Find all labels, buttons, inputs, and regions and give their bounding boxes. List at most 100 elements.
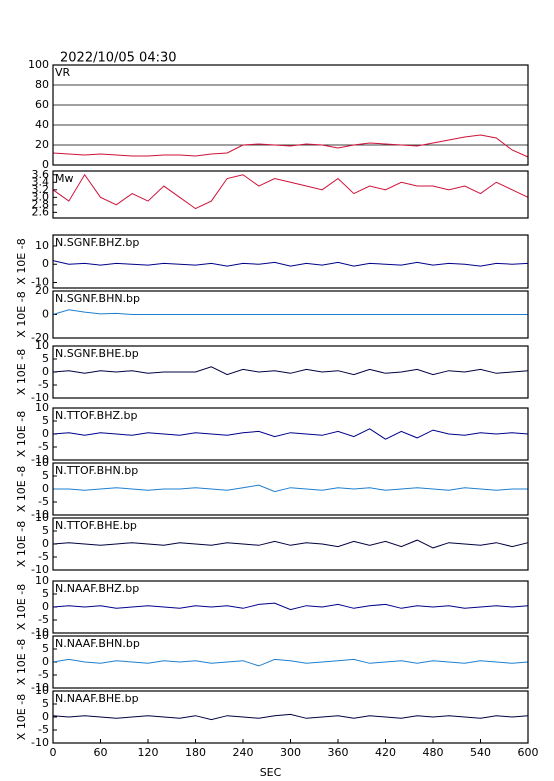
y-tick-label: 0 bbox=[42, 308, 49, 321]
panel-label: N.NAAF.BHE.bp bbox=[55, 692, 139, 705]
x-tick-label: 480 bbox=[423, 746, 444, 759]
y-tick-label: -5 bbox=[38, 723, 49, 736]
y-axis-label: X 10E -8 bbox=[15, 291, 28, 337]
y-tick-label: 0 bbox=[42, 427, 49, 440]
x-tick-label: 600 bbox=[518, 746, 539, 759]
y-tick-label: 20 bbox=[35, 138, 49, 151]
trace bbox=[52, 539, 529, 549]
panel-label: N.SGNF.BHE.bp bbox=[55, 347, 139, 360]
y-tick-label: 10 bbox=[35, 684, 49, 697]
y-tick-label: 0 bbox=[42, 257, 49, 270]
panel-label: VR bbox=[55, 66, 71, 79]
y-tick-label: 5 bbox=[42, 642, 49, 655]
x-tick-label: 540 bbox=[470, 746, 491, 759]
y-tick-label: 60 bbox=[35, 98, 49, 111]
y-tick-label: -5 bbox=[38, 550, 49, 563]
x-tick-label: 240 bbox=[233, 746, 254, 759]
y-tick-label: 10 bbox=[35, 574, 49, 587]
y-tick-label: 0 bbox=[42, 158, 49, 171]
panel-label: Mw bbox=[55, 172, 74, 185]
y-tick-label: 0 bbox=[42, 537, 49, 550]
y-tick-label: -10 bbox=[31, 276, 49, 289]
y-tick-label: 20 bbox=[35, 284, 49, 297]
x-tick-label: 420 bbox=[375, 746, 396, 759]
y-tick-label: 40 bbox=[35, 118, 49, 131]
panel-label: N.TTOF.BHN.bp bbox=[55, 464, 138, 477]
y-tick-label: 0 bbox=[42, 365, 49, 378]
panel-label: N.NAAF.BHZ.bp bbox=[55, 582, 139, 595]
y-axis-label: X 10E -8 bbox=[15, 411, 28, 457]
trace bbox=[52, 713, 529, 721]
panel-frame bbox=[52, 170, 529, 219]
y-tick-label: 2.8 bbox=[32, 198, 50, 211]
x-tick-label: 120 bbox=[138, 746, 159, 759]
y-axis-label: X 10E -8 bbox=[15, 584, 28, 630]
y-tick-label: 10 bbox=[35, 401, 49, 414]
y-tick-label: 100 bbox=[28, 58, 49, 71]
y-axis-label: X 10E -8 bbox=[15, 521, 28, 567]
y-tick-label: 0 bbox=[42, 655, 49, 668]
panel-label: N.TTOF.BHZ.bp bbox=[55, 409, 138, 422]
y-tick-label: 0 bbox=[42, 710, 49, 723]
trace bbox=[52, 260, 529, 267]
y-tick-label: 3.0 bbox=[32, 190, 50, 203]
y-axis-label: X 10E -8 bbox=[15, 694, 28, 740]
panel-label: N.SGNF.BHN.bp bbox=[55, 292, 140, 305]
y-axis-label: X 10E -8 bbox=[15, 466, 28, 512]
y-tick-label: -5 bbox=[38, 440, 49, 453]
trace bbox=[52, 602, 529, 611]
y-tick-label: 5 bbox=[42, 587, 49, 600]
trace bbox=[52, 134, 529, 158]
y-tick-label: 10 bbox=[35, 511, 49, 524]
y-tick-label: 10 bbox=[35, 239, 49, 252]
panel-frame bbox=[52, 64, 529, 166]
y-tick-label: 10 bbox=[35, 629, 49, 642]
panel-label: N.NAAF.BHN.bp bbox=[55, 637, 140, 650]
panel-frame bbox=[52, 290, 529, 339]
y-tick-label: -5 bbox=[38, 613, 49, 626]
y-tick-label: -10 bbox=[31, 453, 49, 466]
panel-frame bbox=[52, 462, 529, 516]
y-tick-label: 80 bbox=[35, 78, 49, 91]
panel-frame bbox=[52, 517, 529, 571]
y-tick-label: 0 bbox=[42, 482, 49, 495]
panel-frame bbox=[52, 580, 529, 634]
panel-frame bbox=[52, 635, 529, 689]
y-tick-label: 5 bbox=[42, 414, 49, 427]
y-tick-label: 5 bbox=[42, 524, 49, 537]
y-axis-label: X 10E -8 bbox=[15, 238, 28, 284]
x-axis-label: SEC bbox=[260, 766, 282, 779]
y-axis-label: X 10E -8 bbox=[15, 639, 28, 685]
trace bbox=[52, 309, 528, 315]
x-tick-label: 180 bbox=[185, 746, 206, 759]
y-tick-label: -10 bbox=[31, 563, 49, 576]
trace bbox=[52, 658, 529, 667]
x-tick-label: 360 bbox=[328, 746, 349, 759]
panel-frame bbox=[52, 234, 529, 289]
y-tick-label: 10 bbox=[35, 456, 49, 469]
panel-frame bbox=[52, 407, 529, 461]
y-tick-label: 2.6 bbox=[32, 205, 50, 218]
y-axis-label: X 10E -8 bbox=[15, 349, 28, 395]
x-tick-label: 0 bbox=[50, 746, 57, 759]
trace bbox=[52, 428, 529, 440]
y-tick-label: 5 bbox=[42, 352, 49, 365]
y-tick-label: 3.4 bbox=[32, 175, 50, 188]
y-tick-label: -10 bbox=[31, 508, 49, 521]
trace bbox=[52, 173, 529, 210]
y-tick-label: -10 bbox=[31, 736, 49, 749]
y-tick-label: 10 bbox=[35, 339, 49, 352]
y-tick-label: 5 bbox=[42, 469, 49, 482]
y-tick-label: 3.2 bbox=[32, 183, 50, 196]
trace bbox=[53, 484, 528, 493]
y-tick-label: -20 bbox=[31, 331, 49, 344]
y-tick-label: 5 bbox=[42, 697, 49, 710]
panel-frame bbox=[52, 345, 529, 399]
chart-title: 2022/10/05 04:30 bbox=[60, 51, 177, 66]
y-tick-label: -10 bbox=[31, 681, 49, 694]
y-tick-label: -10 bbox=[31, 626, 49, 639]
y-tick-label: -5 bbox=[38, 495, 49, 508]
y-tick-label: 3.6 bbox=[32, 168, 50, 181]
